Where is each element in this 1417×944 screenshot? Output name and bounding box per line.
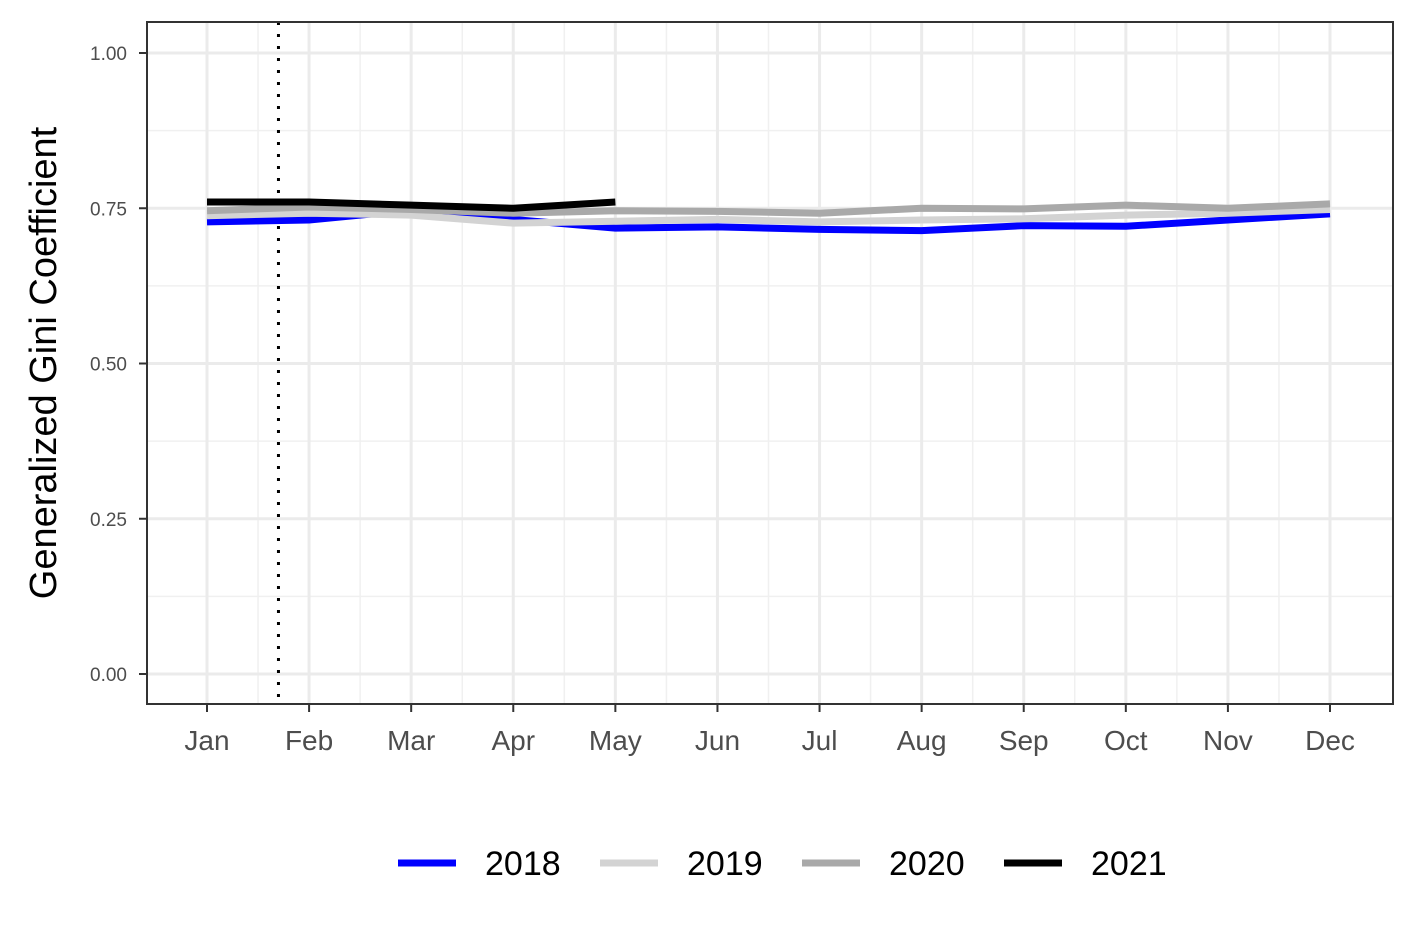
x-tick-label: Mar bbox=[387, 725, 435, 756]
x-tick-label: Apr bbox=[491, 725, 535, 756]
y-tick-label: 0.50 bbox=[90, 355, 127, 376]
grid bbox=[147, 22, 1393, 704]
y-axis: 0.00 0.25 0.50 0.75 1.00 bbox=[90, 44, 147, 686]
legend: 2018 2019 2020 2021 bbox=[398, 845, 1167, 883]
x-tick-label: Nov bbox=[1203, 725, 1253, 756]
legend-label: 2018 bbox=[485, 845, 561, 883]
y-axis-title: Generalized Gini Coefficient bbox=[23, 126, 65, 599]
x-tick-label: Oct bbox=[1104, 725, 1148, 756]
y-tick-label: 0.00 bbox=[90, 665, 127, 686]
x-tick-label: Sep bbox=[999, 725, 1049, 756]
x-axis: Jan Feb Mar Apr May Jun Jul Aug Sep Oct Nov Dec bbox=[184, 704, 1355, 756]
x-tick-label: Dec bbox=[1305, 725, 1355, 756]
x-tick-label: Jan bbox=[184, 725, 229, 756]
legend-item-2018: 2018 bbox=[398, 845, 561, 883]
legend-item-2020: 2020 bbox=[802, 845, 965, 883]
series-layer bbox=[206, 198, 1331, 235]
series-line-2019 bbox=[206, 205, 1331, 227]
y-tick-label: 1.00 bbox=[90, 44, 127, 65]
x-tick-label: Jul bbox=[802, 725, 838, 756]
legend-item-2019: 2019 bbox=[600, 845, 763, 883]
x-tick-label: Feb bbox=[285, 725, 333, 756]
legend-item-2021: 2021 bbox=[1004, 845, 1167, 883]
legend-label: 2021 bbox=[1091, 845, 1167, 883]
legend-label: 2020 bbox=[889, 845, 965, 883]
legend-label: 2019 bbox=[687, 845, 763, 883]
y-tick-label: 0.25 bbox=[90, 510, 127, 531]
y-tick-label: 0.75 bbox=[90, 199, 127, 220]
x-tick-label: Aug bbox=[897, 725, 947, 756]
x-tick-label: Jun bbox=[695, 725, 740, 756]
x-tick-label: May bbox=[589, 725, 642, 756]
series-line-2020 bbox=[206, 200, 1331, 217]
series-line-2021 bbox=[207, 198, 616, 212]
